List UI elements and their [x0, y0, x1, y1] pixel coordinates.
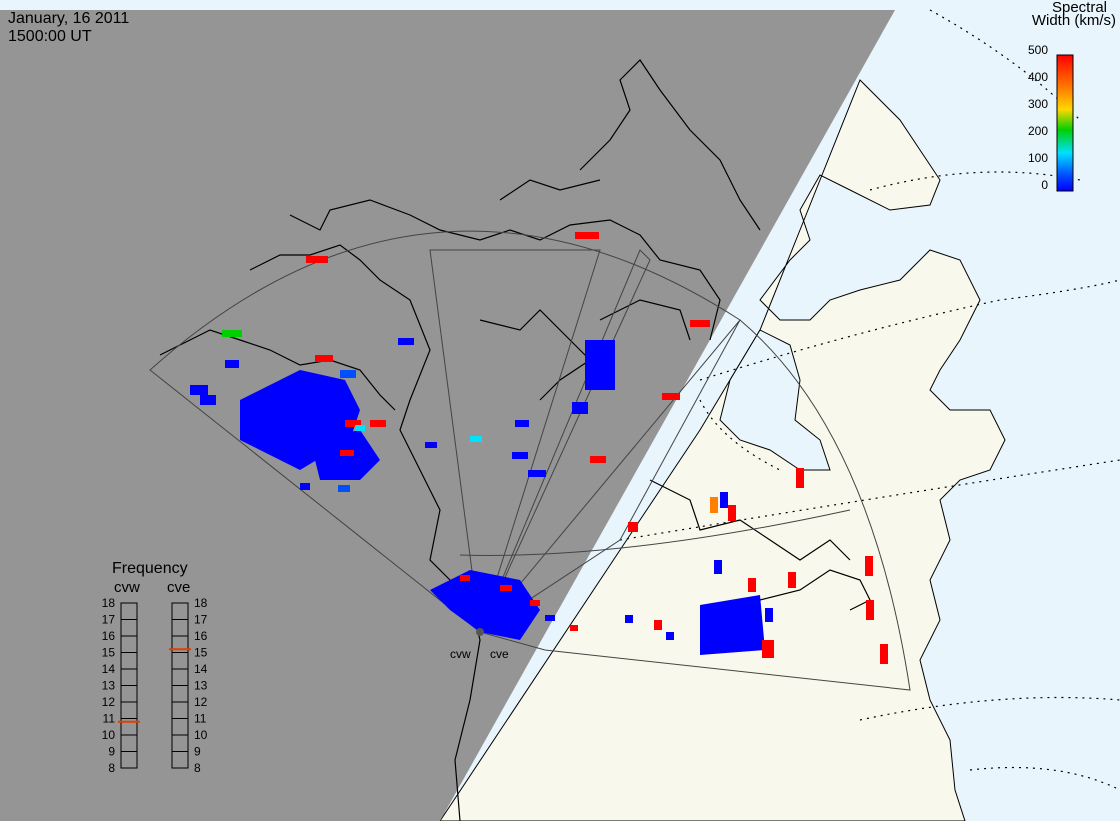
frequency-tick-right: 17	[194, 613, 208, 627]
frequency-tick-left: 13	[102, 679, 116, 693]
frequency-tick-right: 15	[194, 646, 208, 660]
frequency-gauges: 18 18 17 17 16 16 15 15 14 14 13 13 12 12 11 11 10 10 9 9 8 8	[102, 596, 208, 775]
frequency-tick-left: 10	[102, 728, 116, 742]
echoes-east	[628, 468, 888, 664]
frequency-tick-right: 14	[194, 662, 208, 676]
frequency-cve-label: cve	[167, 579, 191, 596]
radar-label-cve: cve	[490, 647, 509, 661]
frequency-tick-left: 14	[102, 662, 116, 676]
radar-fov-outlines	[149, 230, 911, 691]
scale-tick-200: 200	[1027, 124, 1048, 138]
frequency-tick-left: 17	[102, 613, 116, 627]
echoes-west	[190, 232, 710, 492]
time-label: 1500:00 UT	[8, 28, 92, 45]
frequency-tick-right: 11	[194, 712, 207, 726]
frequency-tick-left: 16	[102, 629, 116, 643]
frequency-title: Frequency	[112, 560, 188, 577]
date-label: January, 16 2011	[8, 10, 130, 27]
frequency-tick-right: 18	[194, 596, 208, 610]
scale-title-line1: Spectral	[1051, 0, 1107, 16]
frequency-tick-left: 9	[108, 745, 115, 759]
scale-tick-100: 100	[1027, 151, 1048, 165]
spectral-width-colorbar	[1056, 54, 1074, 192]
frequency-tick-left: 12	[102, 695, 116, 709]
scale-tick-500: 500	[1027, 43, 1048, 57]
frequency-tick-right: 10	[194, 728, 208, 742]
frequency-tick-left: 11	[103, 712, 116, 726]
frequency-tick-right: 8	[194, 761, 201, 775]
frequency-tick-left: 15	[102, 646, 116, 660]
frequency-tick-left: 8	[108, 761, 115, 775]
night-region	[0, 10, 895, 821]
frequency-tick-left: 18	[102, 596, 116, 610]
radar-site-marker	[476, 628, 484, 636]
day-land	[439, 79, 1006, 821]
scale-tick-400: 400	[1027, 70, 1048, 84]
scale-title-line2: Width (km/s)	[1031, 12, 1116, 29]
radar-label-cvw: cvw	[450, 647, 471, 661]
frequency-tick-right: 16	[194, 629, 208, 643]
frequency-cvw-label: cvw	[114, 579, 140, 596]
latitude-grid	[619, 9, 1120, 791]
frequency-tick-right: 12	[194, 695, 208, 709]
echoes-near-site	[430, 570, 633, 640]
scale-tick-300: 300	[1027, 97, 1048, 111]
scale-tick-0: 0	[1041, 178, 1048, 192]
frequency-tick-right: 13	[194, 679, 208, 693]
frequency-tick-right: 9	[194, 745, 201, 759]
